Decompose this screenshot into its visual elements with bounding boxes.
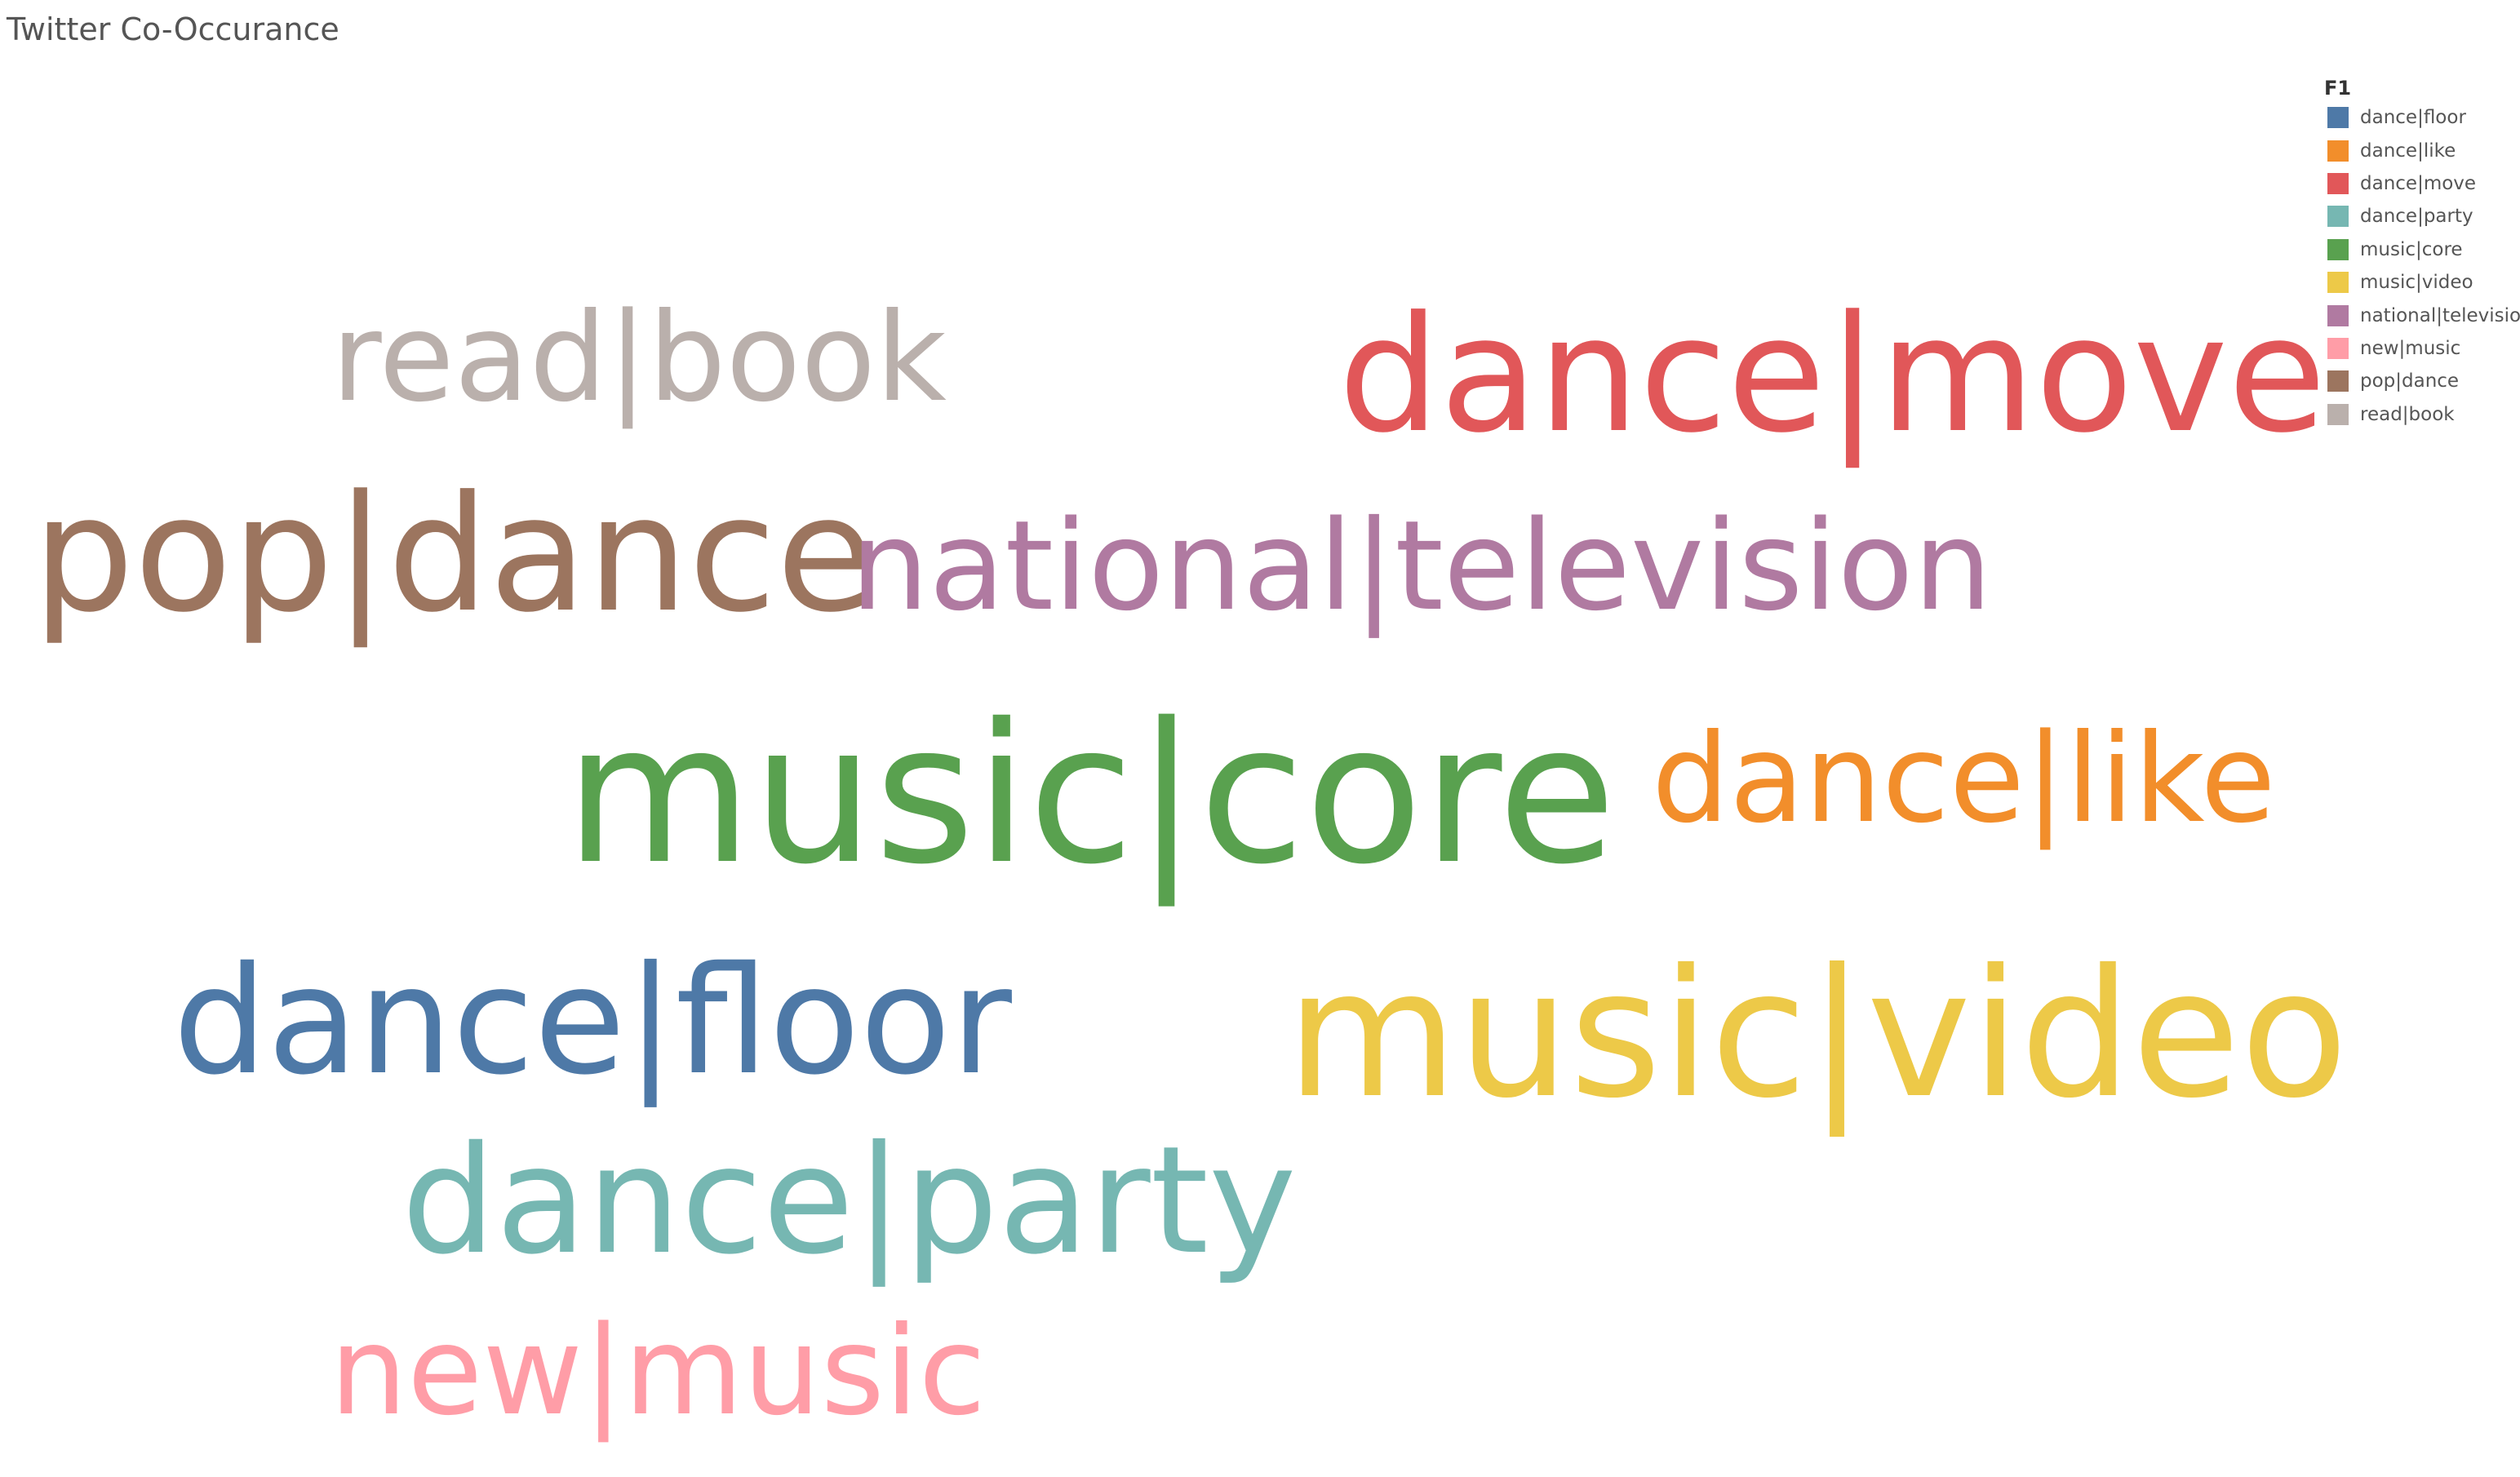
word-new-music: new|music <box>330 1301 987 1443</box>
legend-item-national-television[interactable]: national|television <box>2324 299 2520 331</box>
legend-swatch <box>2327 107 2349 129</box>
legend-label: music|video <box>2360 272 2473 294</box>
legend-swatch <box>2327 272 2349 294</box>
legend-label: new|music <box>2360 337 2461 359</box>
word-read-book: read|book <box>331 287 947 429</box>
word-national-television: national|television <box>850 494 1993 638</box>
legend-item-dance-like[interactable]: dance|like <box>2324 134 2513 166</box>
legend-item-music-video[interactable]: music|video <box>2324 266 2513 299</box>
word-pop-dance: pop|dance <box>33 462 875 648</box>
legend-swatch <box>2327 238 2349 260</box>
legend-item-new-music[interactable]: new|music <box>2324 332 2513 365</box>
chart-title: Twitter Co-Occurance <box>7 11 339 47</box>
legend-swatch <box>2327 304 2349 326</box>
legend-label: dance|party <box>2360 206 2473 228</box>
legend-item-dance-move[interactable]: dance|move <box>2324 167 2513 200</box>
legend-swatch <box>2327 337 2349 359</box>
word-dance-party: dance|party <box>402 1114 1297 1287</box>
legend-label: pop|dance <box>2360 370 2460 393</box>
legend-label: national|television <box>2360 304 2520 326</box>
legend-item-read-book[interactable]: read|book <box>2324 398 2513 431</box>
legend-swatch <box>2327 403 2349 425</box>
legend-swatch <box>2327 370 2349 393</box>
legend-item-music-core[interactable]: music|core <box>2324 233 2513 266</box>
legend-item-dance-party[interactable]: dance|party <box>2324 200 2513 233</box>
word-music-video: music|video <box>1286 932 2349 1137</box>
legend-item-dance-floor[interactable]: dance|floor <box>2324 101 2513 134</box>
legend-swatch <box>2327 140 2349 162</box>
legend-swatch <box>2327 206 2349 228</box>
legend-title: F1 <box>2324 77 2352 100</box>
word-music-core: music|core <box>565 682 1617 907</box>
legend-label: read|book <box>2360 403 2455 425</box>
legend: F1 dance|floor dance|like dance|move dan… <box>2324 75 2520 431</box>
word-dance-floor: dance|floor <box>173 934 1012 1107</box>
legend-label: music|core <box>2360 238 2463 260</box>
word-dance-move: dance|move <box>1338 282 2327 468</box>
word-dance-like: dance|like <box>1652 708 2276 850</box>
legend-label: dance|move <box>2360 172 2477 194</box>
legend-item-pop-dance[interactable]: pop|dance <box>2324 365 2513 397</box>
legend-label: dance|like <box>2360 140 2456 162</box>
legend-swatch <box>2327 172 2349 194</box>
legend-label: dance|floor <box>2360 107 2466 129</box>
